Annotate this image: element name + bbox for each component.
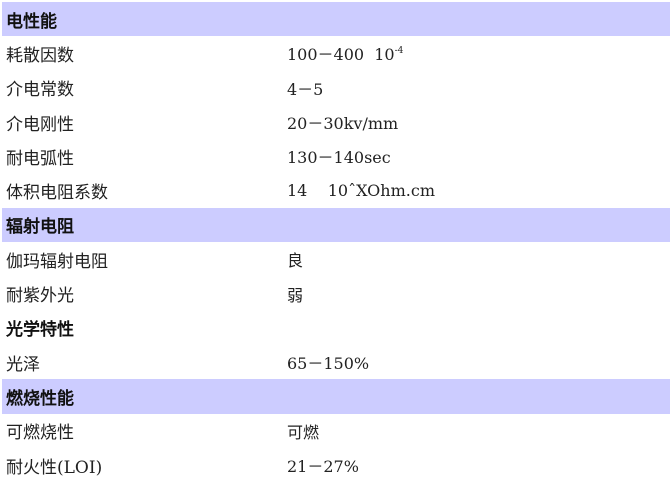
- table-row: 介电常数 4－5: [2, 71, 670, 105]
- property-value: 弱: [287, 285, 304, 305]
- property-value: 良: [287, 251, 304, 271]
- property-value-cell: 良: [287, 247, 670, 271]
- property-value: 130－140sec: [287, 148, 391, 168]
- table-row: 体积电阻系数 14 10ˆXOhm.cm: [2, 173, 670, 207]
- property-label: 耐火性(LOI): [6, 457, 103, 478]
- section-header: 电性能: [2, 2, 670, 37]
- section-header: 光学特性: [2, 311, 670, 345]
- property-label: 介电刚性: [6, 114, 74, 135]
- property-value-cell: 弱: [287, 282, 670, 306]
- table-row: 光泽 65－150%: [2, 345, 670, 379]
- section-title: 电性能: [6, 11, 57, 32]
- table-row: 可燃烧性 可燃: [2, 414, 670, 448]
- property-value-cell: 65－150%: [287, 350, 670, 374]
- property-label: 伽玛辐射电阻: [6, 251, 108, 272]
- property-label: 可燃烧性: [6, 423, 74, 444]
- property-label: 光泽: [6, 354, 40, 375]
- property-value: 20－30kv/mm: [287, 114, 399, 134]
- table-row: 耐火性(LOI) 21－27%: [2, 448, 670, 482]
- section-title: 光学特性: [6, 320, 74, 341]
- property-value-cell: 100－400 10-4: [287, 41, 670, 65]
- table-row: 耐电弧性 130－140sec: [2, 139, 670, 173]
- property-value-cell: 20－30kv/mm: [287, 110, 670, 134]
- section-header: 燃烧性能: [2, 379, 670, 414]
- section-header: 辐射电阻: [2, 207, 670, 243]
- property-value: 65－150%: [287, 354, 370, 374]
- property-label: 耗散因数: [6, 45, 74, 66]
- property-value-cell: 可燃: [287, 419, 670, 443]
- property-value: 21－27%: [287, 457, 359, 476]
- table-row: 耐紫外光 弱: [2, 276, 670, 310]
- property-label: 介电常数: [6, 80, 74, 101]
- property-label: 体积电阻系数: [6, 183, 108, 204]
- property-value-cell: 14 10ˆXOhm.cm: [287, 181, 670, 200]
- table-row: 介电刚性 20－30kv/mm: [2, 105, 670, 139]
- property-value: 4－5: [287, 79, 324, 99]
- property-value-cell: 130－140sec: [287, 144, 670, 168]
- property-label: 耐紫外光: [6, 286, 74, 307]
- section-title: 燃烧性能: [6, 388, 74, 409]
- table-row: 耗散因数 100－400 10-4: [2, 36, 670, 70]
- exponent: -4: [394, 46, 404, 57]
- section-title: 辐射电阻: [6, 217, 74, 238]
- property-value-cell: 21－27%: [287, 453, 670, 477]
- property-value: 100－400 10: [287, 45, 395, 65]
- property-label: 耐电弧性: [6, 148, 74, 169]
- property-value: 14 10ˆXOhm.cm: [287, 181, 435, 201]
- property-value: 可燃: [287, 422, 320, 442]
- table-row: 伽玛辐射电阻 良: [2, 242, 670, 276]
- property-value-cell: 4－5: [287, 76, 670, 100]
